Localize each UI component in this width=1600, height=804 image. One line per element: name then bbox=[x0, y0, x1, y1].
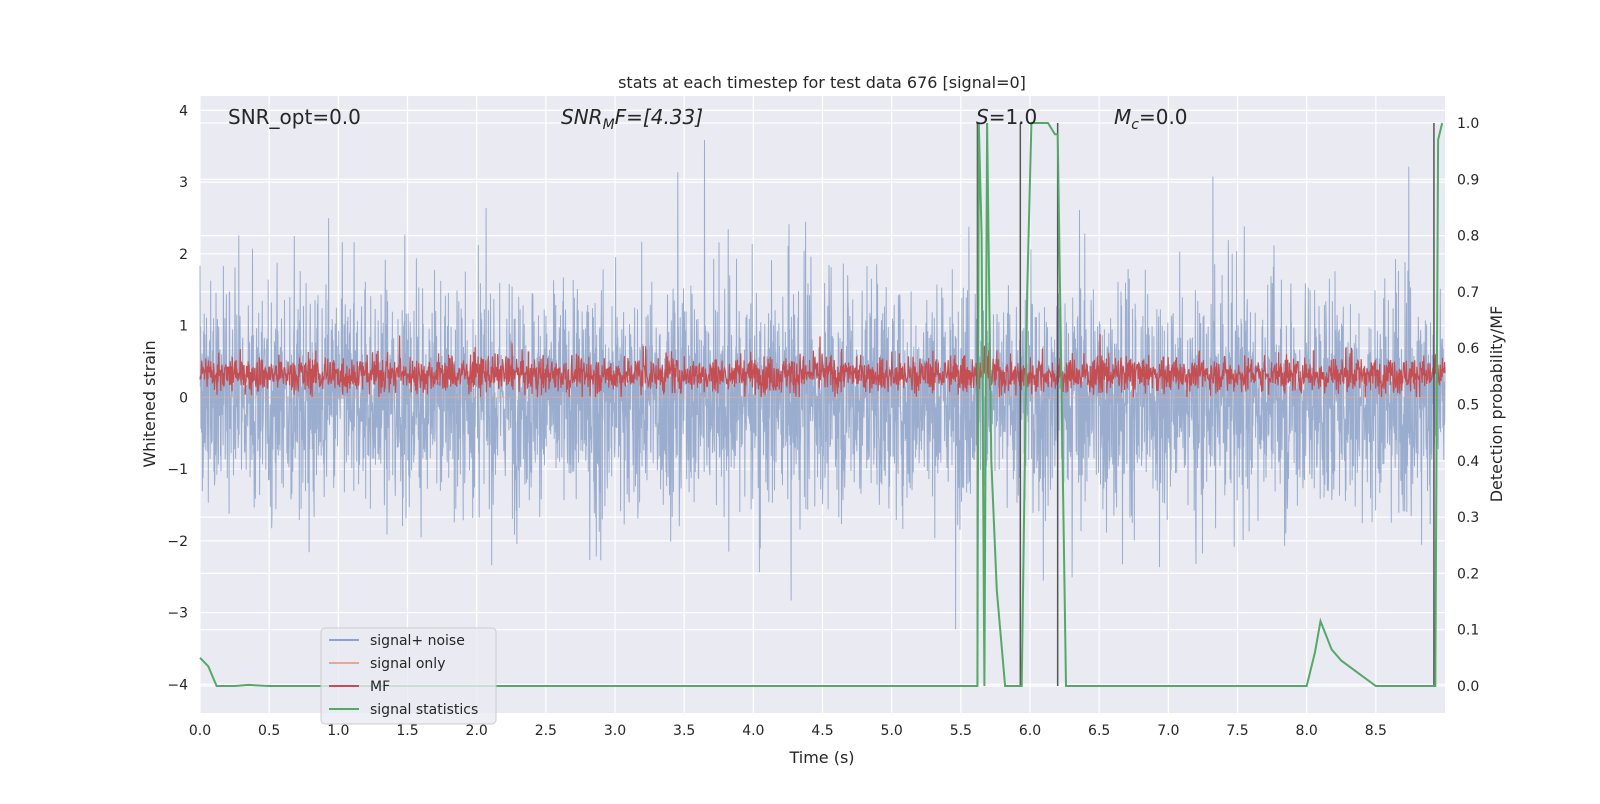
legend-label-signal-only: signal only bbox=[370, 656, 445, 672]
y-tick-label-left: −2 bbox=[167, 534, 188, 550]
y-axis-label-right: Detection probability/MF bbox=[1487, 306, 1506, 503]
y-tick-label-right: 0.4 bbox=[1457, 454, 1479, 470]
x-tick-label: 1.5 bbox=[396, 723, 418, 739]
y-tick-labels-left: 4 3 2 1 0 −1 −2 −3 −4 bbox=[167, 103, 188, 693]
y-tick-label-left: −3 bbox=[167, 606, 188, 622]
x-tick-label: 3.5 bbox=[673, 723, 695, 739]
x-tick-label: 3.0 bbox=[604, 723, 626, 739]
legend: signal+ noise signal only MF signal stat… bbox=[320, 627, 497, 725]
x-tick-label: 6.5 bbox=[1088, 723, 1110, 739]
x-tick-label: 6.0 bbox=[1019, 723, 1041, 739]
x-tick-labels: 0.0 0.5 1.0 1.5 2.0 2.5 3.0 3.5 4.0 4.5 5.0 5.5 6.0 6… bbox=[189, 723, 1387, 739]
x-axis-label: Time (s) bbox=[788, 748, 854, 767]
y-tick-label-right: 1.0 bbox=[1457, 116, 1479, 132]
x-tick-label: 8.0 bbox=[1296, 723, 1318, 739]
series-mf bbox=[199, 333, 1446, 398]
legend-label-signal-noise: signal+ noise bbox=[370, 633, 465, 649]
legend-label-signal-statistics: signal statistics bbox=[370, 702, 478, 718]
y-tick-label-right: 0.6 bbox=[1457, 341, 1479, 357]
x-tick-label: 7.5 bbox=[1226, 723, 1248, 739]
x-tick-label: 4.5 bbox=[811, 723, 833, 739]
y-tick-label-left: 3 bbox=[179, 175, 188, 191]
legend-box bbox=[320, 627, 497, 725]
annotation-mc: Mc=0.0 bbox=[1114, 105, 1188, 133]
line-signal-noise bbox=[199, 139, 1446, 630]
x-tick-label: 1.0 bbox=[327, 723, 349, 739]
y-tick-label-right: 0.1 bbox=[1457, 623, 1479, 639]
x-tick-label: 8.5 bbox=[1365, 723, 1387, 739]
y-axis-label-left: Whitened strain bbox=[140, 340, 159, 467]
annotation-s: S=1.0 bbox=[976, 105, 1037, 129]
x-tick-label: 7.0 bbox=[1157, 723, 1179, 739]
x-tick-label: 2.5 bbox=[535, 723, 557, 739]
series-signal-noise bbox=[199, 139, 1446, 630]
chart-title: stats at each timestep for test data 676… bbox=[618, 73, 1026, 92]
annotation-snr-mf: SNRMF=[4.33] bbox=[561, 105, 703, 133]
y-tick-label-right: 0.7 bbox=[1457, 285, 1479, 301]
y-tick-labels-right: 1.0 0.9 0.8 0.7 0.6 0.5 0.4 0.3 0.2 0.1 0.0 bbox=[1457, 116, 1479, 695]
y-tick-label-left: 1 bbox=[179, 319, 188, 335]
x-tick-label: 0.0 bbox=[189, 723, 211, 739]
legend-label-mf: MF bbox=[370, 679, 390, 695]
annotation-snr-opt: SNR_opt=0.0 bbox=[228, 105, 361, 129]
y-tick-label-right: 0.3 bbox=[1457, 510, 1479, 526]
y-tick-label-right: 0.5 bbox=[1457, 398, 1479, 414]
x-tick-label: 4.0 bbox=[742, 723, 764, 739]
y-tick-label-left: −4 bbox=[167, 677, 188, 693]
x-tick-label: 5.5 bbox=[950, 723, 972, 739]
y-tick-label-right: 0.0 bbox=[1457, 679, 1479, 695]
y-tick-label-right: 0.9 bbox=[1457, 172, 1479, 188]
y-tick-label-left: −1 bbox=[167, 462, 188, 478]
x-tick-label: 0.5 bbox=[258, 723, 280, 739]
y-tick-label-left: 2 bbox=[179, 247, 188, 263]
line-mf bbox=[199, 333, 1446, 398]
y-tick-label-left: 0 bbox=[179, 390, 188, 406]
y-tick-label-left: 4 bbox=[179, 103, 188, 119]
y-tick-label-right: 0.8 bbox=[1457, 229, 1479, 245]
x-tick-label: 5.0 bbox=[881, 723, 903, 739]
x-tick-label: 2.0 bbox=[466, 723, 488, 739]
y-tick-label-right: 0.2 bbox=[1457, 566, 1479, 582]
